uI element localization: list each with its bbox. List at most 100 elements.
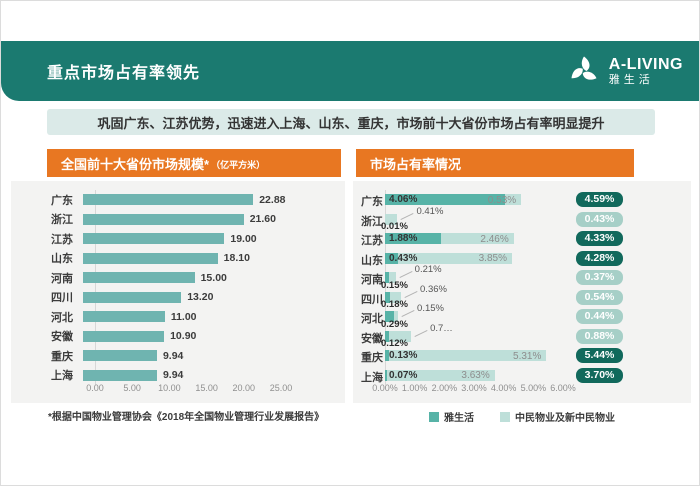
category-label: 上海: [361, 371, 383, 384]
legend: 雅生活 中民物业及新中民物业: [353, 409, 691, 424]
total-badge: 5.44%: [576, 348, 623, 363]
axis-tick: 20.00: [232, 383, 256, 393]
legend-item-series2: 中民物业及新中民物业: [500, 409, 615, 424]
series2-bar: [387, 369, 495, 381]
share-row: 河北 0.15% 0.29% 0.44%: [353, 303, 691, 330]
bar: [83, 213, 244, 225]
category-label: 河南: [361, 274, 383, 286]
category-label: 上海: [51, 370, 73, 383]
category-label: 重庆: [51, 350, 73, 363]
series1-bar: [385, 194, 506, 205]
series2-bar: [505, 194, 522, 205]
market-size-row: 安徽 10.90: [11, 327, 345, 347]
category-label: 河北: [361, 313, 383, 325]
legend-item-series1: 雅生活: [429, 409, 474, 424]
left-chart-y-axis-line: [95, 190, 96, 385]
axis-tick: 5.00%: [520, 383, 547, 393]
leader-line: [414, 329, 428, 337]
leader-line: [401, 309, 415, 318]
axis-tick: 3.00%: [461, 383, 487, 393]
axis-tick: 10.00: [158, 383, 181, 393]
left-chart-unit: （亿平方米）: [211, 159, 266, 170]
series1-bar: [385, 252, 398, 264]
right-chart-x-axis: 0.00% 1.00% 2.00% 3.00% 4.00% 5.00% 6.00%: [353, 383, 691, 397]
value-label: 9.94: [162, 369, 184, 382]
axis-tick: 25.00: [269, 383, 293, 393]
category-label: 四川: [51, 292, 73, 305]
category-label: 安徽: [361, 332, 383, 345]
category-label: 河北: [51, 311, 73, 324]
axis-tick: 5.00: [123, 383, 141, 393]
axis-tick: 1.00%: [401, 383, 428, 393]
stacked-bar: [385, 291, 401, 303]
bar: [83, 291, 182, 303]
category-label: 浙江: [51, 214, 73, 227]
leader-line: [404, 290, 418, 298]
market-size-row: 上海 9.94: [11, 366, 345, 386]
series2-bar: [393, 311, 399, 322]
series1-value-label: 0.43%: [389, 252, 418, 264]
series1-value-label: 1.88%: [389, 233, 418, 244]
market-size-row: 广东 22.88: [11, 190, 345, 210]
stacked-bar: [385, 350, 547, 361]
market-size-row: 河南 15.00: [11, 268, 345, 288]
share-row: 江苏 1.88% 2.46% 4.33%: [353, 229, 691, 249]
series1-value-label: 0.01%: [381, 221, 408, 232]
stacked-bar: [385, 311, 399, 322]
market-share-bars: 广东 4.06% 0.53% 4.59% 浙江 0.41% 0.01% 0.43% 江苏 1.88…: [353, 181, 691, 403]
series1-bar: [385, 330, 389, 342]
value-label: 22.88: [259, 193, 286, 206]
bar: [83, 311, 165, 323]
stacked-bar: [385, 369, 495, 381]
series2-value-label: 0.15%: [417, 303, 444, 314]
series1-swatch-icon: [429, 411, 439, 422]
series1-bar: [385, 291, 391, 303]
right-chart-title-bar: 市场占有率情况: [356, 149, 634, 177]
right-chart-title: 市场占有率情况: [370, 156, 462, 172]
share-row: 重庆 0.13% 5.31% 5.44%: [353, 346, 691, 366]
category-label: 浙江: [361, 215, 383, 228]
category-label: 江苏: [51, 233, 73, 246]
share-row: 山东 0.43% 3.85% 4.28%: [353, 249, 691, 269]
value-label: 11.00: [170, 310, 197, 323]
category-label: 山东: [51, 253, 73, 266]
value-label: 10.90: [170, 330, 197, 343]
value-label: 9.94: [162, 349, 184, 362]
value-label: 18.10: [223, 252, 250, 265]
category-label: 安徽: [51, 331, 73, 344]
axis-tick: 6.00%: [550, 383, 576, 393]
market-size-bars: 广东 22.88 浙江 21.60 江苏 19.00 山东 18.10 河南 15.00 四川 13.…: [11, 190, 345, 385]
series2-value-label: 0.36%: [420, 283, 447, 295]
stacked-bar: [385, 194, 522, 205]
series2-value-label: 0.53%: [487, 194, 517, 206]
logo-name-cn: 雅生活: [608, 73, 654, 86]
value-label: 19.00: [230, 232, 257, 245]
category-label: 重庆: [361, 352, 383, 364]
series2-bar: [390, 291, 401, 303]
series1-bar: [385, 272, 390, 283]
series1-value-label: 0.07%: [389, 369, 418, 381]
logo-text: A-LIVING 雅生活: [609, 56, 683, 86]
axis-tick: 0.00%: [372, 383, 398, 393]
series1-bar: [385, 350, 389, 361]
series2-value-label: 3.85%: [478, 253, 507, 264]
category-label: 广东: [361, 196, 383, 208]
series2-bar: [385, 213, 398, 225]
logo-name-en: A-LIVING: [608, 56, 683, 74]
axis-tick: 0.00: [86, 383, 104, 393]
series1-bar: [385, 369, 388, 381]
axis-tick: 4.00%: [490, 383, 517, 393]
company-logo: A-LIVING 雅生活: [567, 54, 683, 88]
category-label: 山东: [361, 254, 383, 267]
bar: [83, 272, 195, 284]
category-label: 广东: [51, 194, 73, 207]
left-chart-x-axis: 0.00 5.00 10.00 15.00 20.00 25.00: [11, 383, 345, 397]
leader-line: [399, 270, 413, 279]
series1-value-label: 0.12%: [381, 338, 408, 349]
legend-label-series2: 中民物业及新中民物业: [515, 413, 615, 424]
series1-value-label: 4.06%: [389, 194, 418, 205]
total-badge: 4.28%: [576, 250, 623, 266]
series2-bar: [389, 272, 396, 283]
stacked-bar: [385, 330, 412, 342]
